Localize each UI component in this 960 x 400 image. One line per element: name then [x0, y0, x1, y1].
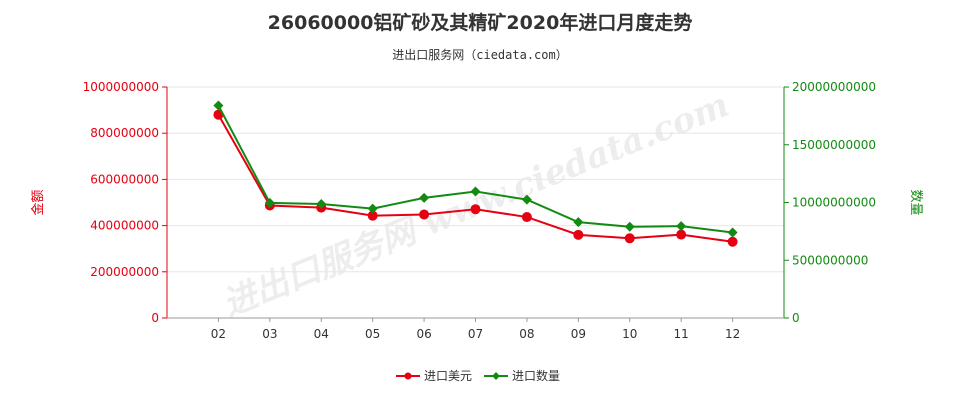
- right-tick-label: 15000000000: [792, 138, 876, 152]
- x-tick-label: 06: [416, 327, 431, 341]
- quantity-point: [264, 197, 275, 208]
- left-tick-label: 0: [151, 311, 159, 325]
- legend-marker: [492, 372, 500, 380]
- x-tick-label: 08: [519, 327, 534, 341]
- left-axis-title: 金额: [30, 189, 46, 215]
- value-point: [419, 209, 430, 220]
- left-tick-label: 1000000000: [83, 80, 159, 94]
- quantity-point: [521, 194, 532, 205]
- value-point: [470, 204, 481, 215]
- value-point: [727, 236, 738, 247]
- value-point: [367, 210, 378, 221]
- value-point: [521, 212, 532, 223]
- quantity-point: [367, 203, 378, 214]
- left-tick-label: 800000000: [90, 126, 159, 140]
- left-tick-label: 400000000: [90, 219, 159, 233]
- legend-marker: [404, 372, 412, 380]
- x-tick-label: 05: [365, 327, 380, 341]
- left-tick-label: 600000000: [90, 172, 159, 186]
- right-axis-title: 数量: [908, 189, 923, 215]
- quantity-point: [419, 192, 430, 203]
- quantity-point: [573, 217, 584, 228]
- value-point: [676, 229, 687, 240]
- quantity-point: [213, 100, 224, 111]
- x-tick-label: 07: [468, 327, 483, 341]
- chart-title: 26060000铝矿砂及其精矿2020年进口月度走势: [267, 12, 693, 34]
- quantity-point: [470, 186, 481, 197]
- x-tick-label: 04: [314, 327, 329, 341]
- legend-label: 进口数量: [512, 368, 560, 383]
- right-tick-label: 5000000000: [792, 253, 868, 267]
- right-tick-label: 0: [792, 311, 800, 325]
- left-tick-label: 200000000: [90, 265, 159, 279]
- quantity-point: [624, 221, 635, 232]
- quantity-point: [727, 227, 738, 238]
- quantity-point: [676, 221, 687, 232]
- x-tick-label: 11: [674, 327, 689, 341]
- x-tick-label: 12: [725, 327, 740, 341]
- quantity-point: [316, 199, 327, 210]
- legend-label: 进口美元: [424, 369, 472, 383]
- chart-subtitle: 进出口服务网（ciedata.com）: [392, 48, 568, 62]
- x-tick-label: 10: [622, 327, 637, 341]
- right-tick-label: 10000000000: [792, 196, 876, 210]
- x-tick-label: 02: [211, 327, 226, 341]
- x-tick-label: 09: [571, 327, 586, 341]
- value-point: [624, 233, 635, 244]
- x-tick-label: 03: [262, 327, 277, 341]
- value-point: [573, 229, 584, 240]
- right-tick-label: 20000000000: [792, 80, 876, 94]
